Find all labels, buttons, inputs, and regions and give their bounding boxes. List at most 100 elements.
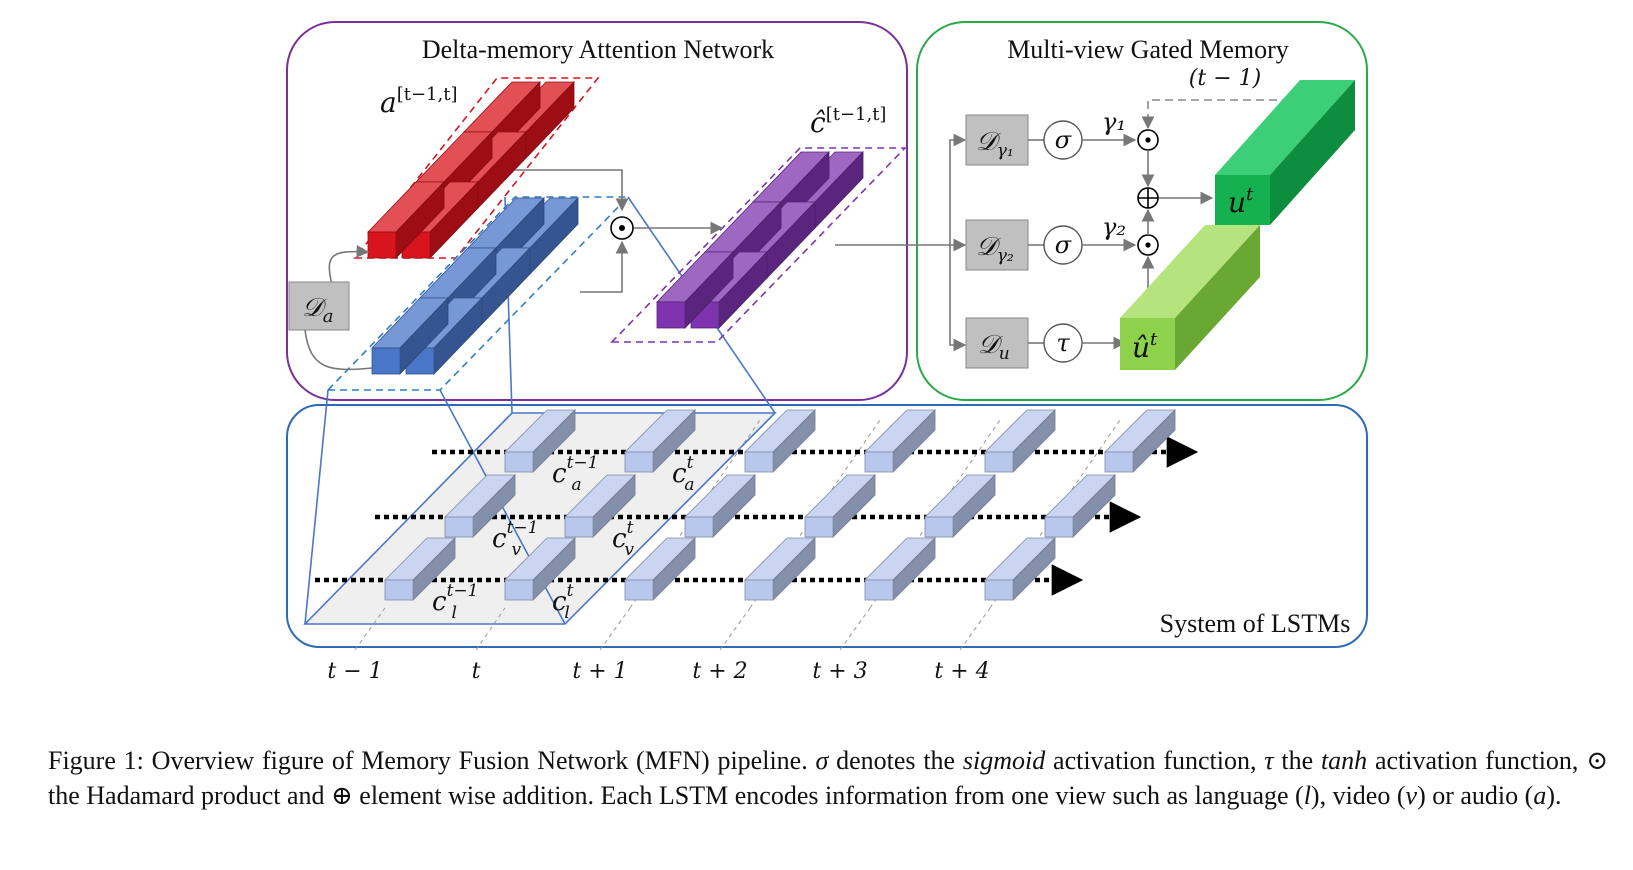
- cell-label-sub: l: [564, 603, 569, 623]
- d-gamma2-box: [965, 219, 1029, 271]
- blue-prism-0-0: [371, 297, 449, 375]
- caption-part-9: activation function, ⊙ the Hadamard prod…: [48, 746, 1608, 810]
- dman-prisms: [367, 81, 864, 375]
- cell-label-sup: t−1: [507, 518, 539, 538]
- lstm-cell-2-2: [624, 537, 696, 601]
- cell-label-base: c: [552, 459, 567, 489]
- time-label-0: t − 1: [327, 659, 382, 684]
- lstm-cell-0-4: [984, 409, 1056, 473]
- svg-text:ĉ[t−1,t]: ĉ[t−1,t]: [810, 104, 886, 139]
- lstm-title: System of LSTMs: [1160, 609, 1351, 638]
- svg-text:γ₁: γ₁: [1102, 108, 1126, 136]
- lstm-cell-0-5: [1104, 409, 1176, 473]
- caption-sigma: σ: [815, 746, 829, 775]
- lstm-cell-1-0: [444, 474, 516, 538]
- caption-tanh: tanh: [1320, 746, 1368, 775]
- time-label-4: t + 3: [812, 659, 867, 684]
- u-t-label: u: [1228, 186, 1246, 219]
- mgm-panel: [916, 21, 1368, 401]
- caption-part-3: denotes the: [828, 746, 963, 775]
- caption-v: v: [1405, 781, 1418, 810]
- a-window-label: a: [380, 86, 397, 119]
- cell-label-1: ct a: [672, 453, 695, 495]
- lstm-panel: [286, 404, 1368, 648]
- cell-label-3: ct v: [612, 518, 634, 560]
- d-a-block: 𝒟a: [288, 245, 373, 371]
- lstm-cell-1-5: [1044, 474, 1116, 538]
- time-label-2: t + 1: [572, 659, 627, 684]
- svg-text:𝒟γ₂: 𝒟γ₂: [976, 232, 1014, 266]
- cell-label-sub: a: [684, 475, 694, 495]
- d-gamma1-sub: γ₁: [997, 141, 1014, 161]
- caption-part-13: ) or audio (: [1417, 781, 1534, 810]
- lstm-cell-1-4: [924, 474, 996, 538]
- caption-part-5: activation function,: [1045, 746, 1265, 775]
- cell-label-4: ct−1 l: [432, 581, 478, 623]
- cell-label-base: c: [612, 524, 627, 554]
- lstm-cell-0-1: [624, 409, 696, 473]
- dman-hadamard: [515, 169, 724, 293]
- memory-u-hat-t: ût: [1120, 225, 1260, 370]
- cell-label-sup: t−1: [567, 453, 599, 473]
- lstm-cell-1-3: [804, 474, 876, 538]
- cell-label-sup: t: [627, 518, 634, 538]
- a-window-dashed: [353, 77, 600, 259]
- lstm-cell-0-2: [744, 409, 816, 473]
- mgm-components: 𝒟γ₁ 𝒟γ₂ 𝒟u σ σ τ γ₁ γ₂ (t − 1): [965, 66, 1290, 369]
- sigma2-label: σ: [1055, 231, 1072, 259]
- time-label-5: t + 4: [934, 659, 989, 684]
- cell-label-base: c: [672, 459, 687, 489]
- cell-labels: ct−1 a ct act−1 v ct vct−1 l ct l: [432, 453, 695, 623]
- lstm-cell-2-1: [504, 537, 576, 601]
- lstm-cell-2-4: [864, 537, 936, 601]
- caption-a: a: [1533, 781, 1547, 810]
- d-gamma2-sub: γ₂: [997, 246, 1014, 266]
- dman-panel: [286, 21, 908, 401]
- lstm-cell-2-3: [744, 537, 816, 601]
- cell-label-5: ct l: [552, 581, 574, 623]
- d-u-box: [965, 317, 1029, 369]
- a-window-sup: [t−1,t]: [397, 84, 458, 105]
- gamma2-label: γ₂: [1102, 213, 1126, 241]
- cell-label-sub: a: [571, 475, 581, 495]
- lstm-cell-1-2: [684, 474, 756, 538]
- caption-tau: τ: [1264, 746, 1274, 775]
- lstm-cell-2-0: [384, 537, 456, 601]
- chat-window-dashed: [610, 147, 907, 343]
- cell-label-2: ct−1 v: [492, 518, 538, 560]
- d-a-box: [288, 281, 350, 331]
- d-a-sub: a: [323, 306, 334, 327]
- c-hat-label: ĉ: [810, 106, 826, 139]
- cell-label-base: c: [432, 587, 447, 617]
- u-t-sup: t: [1246, 184, 1254, 205]
- memory-feedback: [1141, 99, 1290, 130]
- dman-title: Delta-memory Attention Network: [422, 35, 774, 64]
- sigma1-label: σ: [1055, 126, 1072, 154]
- svg-text:a[t−1,t]: a[t−1,t]: [380, 84, 457, 119]
- red-prism-0-0: [367, 181, 445, 259]
- cell-label-base: c: [492, 524, 507, 554]
- figure-caption: Figure 1: Overview figure of Memory Fusi…: [48, 743, 1608, 813]
- lstm-cell-0-3: [864, 409, 936, 473]
- time-labels: t − 1 t t + 1 t + 2 t + 3 t + 4: [327, 659, 989, 684]
- time-label-3: t + 2: [692, 659, 747, 684]
- gamma1-label: γ₁: [1102, 108, 1126, 136]
- cell-label-sub: v: [624, 540, 634, 560]
- svg-text:ut: ut: [1228, 184, 1254, 219]
- lstm-cell-1-1: [564, 474, 636, 538]
- lstm-cells: [384, 409, 1176, 601]
- chat-to-mgm: [835, 133, 967, 352]
- c-window-dashed: [326, 196, 630, 391]
- mgm-title: Multi-view Gated Memory: [1007, 35, 1289, 64]
- svg-text:ût: ût: [1132, 329, 1158, 364]
- mfn-diagram: Delta-memory Attention Network Multi-vie…: [286, 21, 1368, 684]
- t-minus-1-label: (t − 1): [1189, 66, 1261, 91]
- u-hat-sup: t: [1150, 329, 1158, 350]
- cell-label-base: c: [552, 587, 567, 617]
- caption-sigmoid: sigmoid: [962, 746, 1046, 775]
- cell-label-0: ct−1 a: [552, 453, 598, 495]
- lstm-cell-0-0: [504, 409, 576, 473]
- cell-label-sub: l: [451, 603, 456, 623]
- cell-label-sup: t: [687, 453, 694, 473]
- cell-label-sub: v: [511, 540, 521, 560]
